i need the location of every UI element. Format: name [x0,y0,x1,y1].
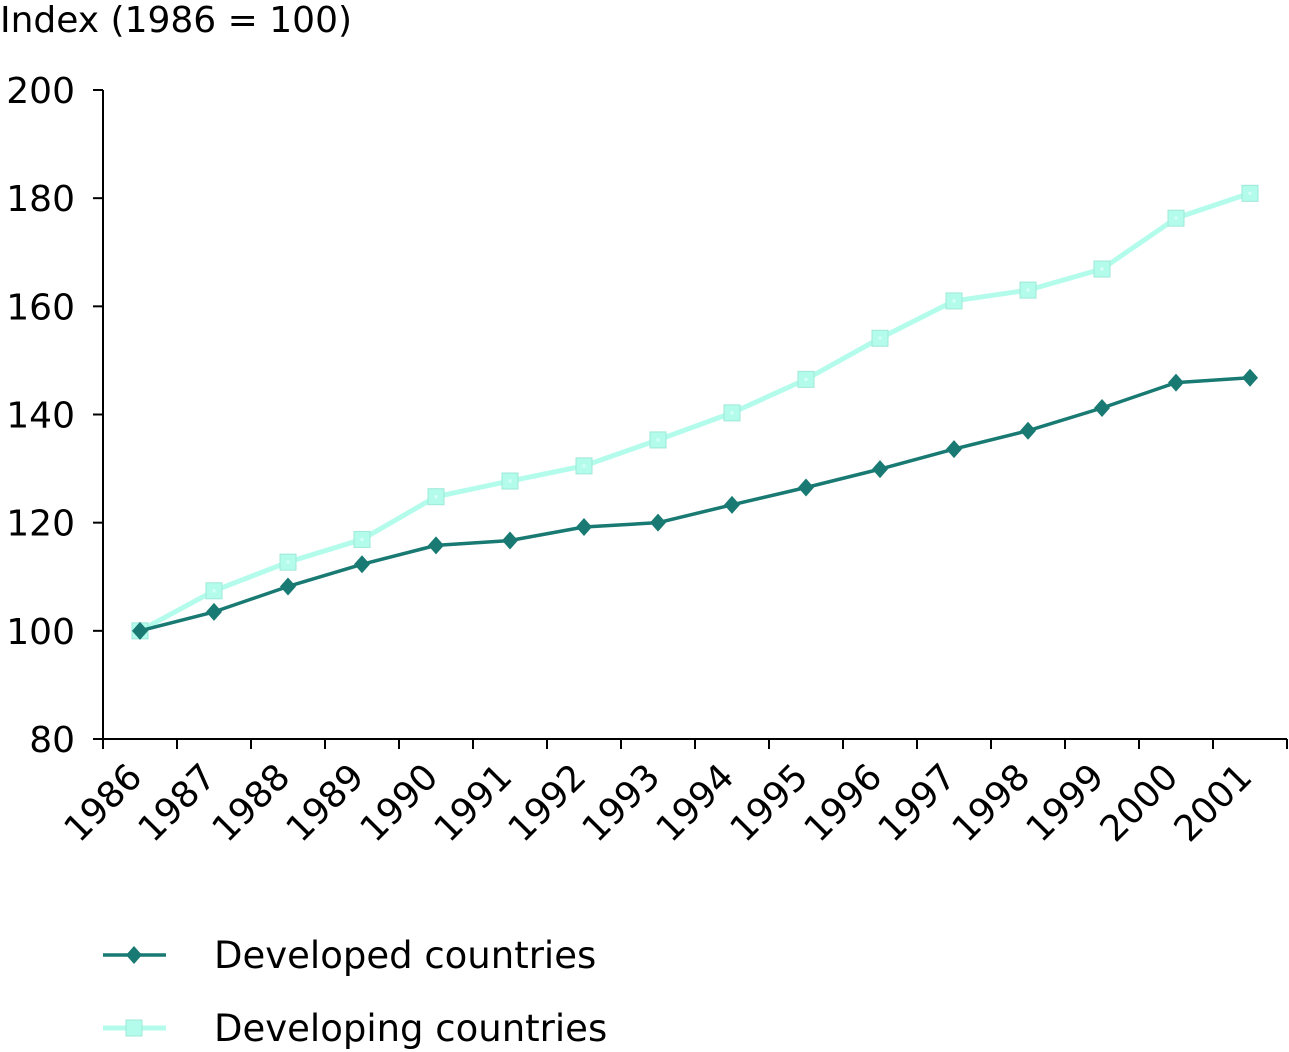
legend-marker [125,1019,143,1037]
x-tick-label: 1988 [205,756,299,850]
legend-label: Developing countries [214,1007,607,1050]
data-point [576,517,592,536]
data-point-center [804,377,808,381]
y-tick-label: 160 [6,287,75,328]
x-tick-label: 1994 [649,756,743,850]
series-line [138,190,1251,634]
data-point-center [434,495,438,499]
y-tick-label: 200 [6,71,75,112]
x-tick-label: 1990 [353,756,447,850]
x-tick-label: 1991 [427,756,521,850]
data-point [1242,368,1258,387]
data-point-center [212,589,216,593]
data-point [1020,421,1036,440]
y-tick-label: 80 [29,720,75,761]
y-tick-label: 100 [6,612,75,653]
y-tick-label: 140 [6,396,75,437]
x-tick-label: 1993 [575,756,669,850]
data-point [428,536,444,555]
y-axis-title: Index (1986 = 100) [0,0,352,41]
data-point [946,440,962,459]
x-tick-label: 1986 [57,756,151,850]
data-point-center [1248,191,1252,195]
legend: Developed countries Developing countries [103,934,607,1050]
x-tick-label: 2000 [1093,756,1187,850]
x-tick-label: 1997 [871,756,965,850]
data-point-center [1100,267,1104,271]
data-point [132,621,148,640]
series-0 [132,368,1258,640]
data-point-center [360,537,364,541]
y-tick-label: 120 [6,504,75,545]
x-tick-label: 1998 [945,756,1039,850]
series-1 [131,184,1259,640]
data-point-center [1026,288,1030,292]
y-tick-label: 180 [6,179,75,220]
data-point [1094,399,1110,418]
x-tick-label: 2001 [1167,756,1261,850]
data-point-center [286,560,290,564]
x-tick-label: 1996 [797,756,891,850]
data-point-center [656,438,660,442]
legend-label: Developed countries [214,934,596,977]
legend-item-0: Developed countries [103,934,596,977]
data-point-center [878,336,882,340]
data-point [280,577,296,596]
data-point [724,495,740,514]
data-point [354,555,370,574]
data-point [650,513,666,532]
x-axis-ticks: 1986198719881989199019911992199319941995… [57,739,1288,850]
x-tick-label: 1992 [501,756,595,850]
data-point-center [1174,216,1178,220]
axes [102,90,1287,740]
x-tick-label: 1989 [279,756,373,850]
data-point [502,531,518,550]
x-tick-label: 1987 [131,756,225,850]
data-point [872,460,888,479]
data-point [1168,373,1184,392]
legend-item-1: Developing countries [103,1007,607,1050]
x-tick-label: 1995 [723,756,817,850]
series-layer [131,184,1259,640]
data-point-center [952,299,956,303]
y-axis-ticks: 80 100 120 140 160 180 200 [6,71,103,761]
data-point [206,602,222,621]
x-tick-label: 1999 [1019,756,1113,850]
legend-marker [126,946,142,964]
series-line [139,375,1251,633]
data-point-center [582,464,586,468]
data-point-center [508,479,512,483]
data-point-center [730,411,734,415]
data-point [798,478,814,497]
